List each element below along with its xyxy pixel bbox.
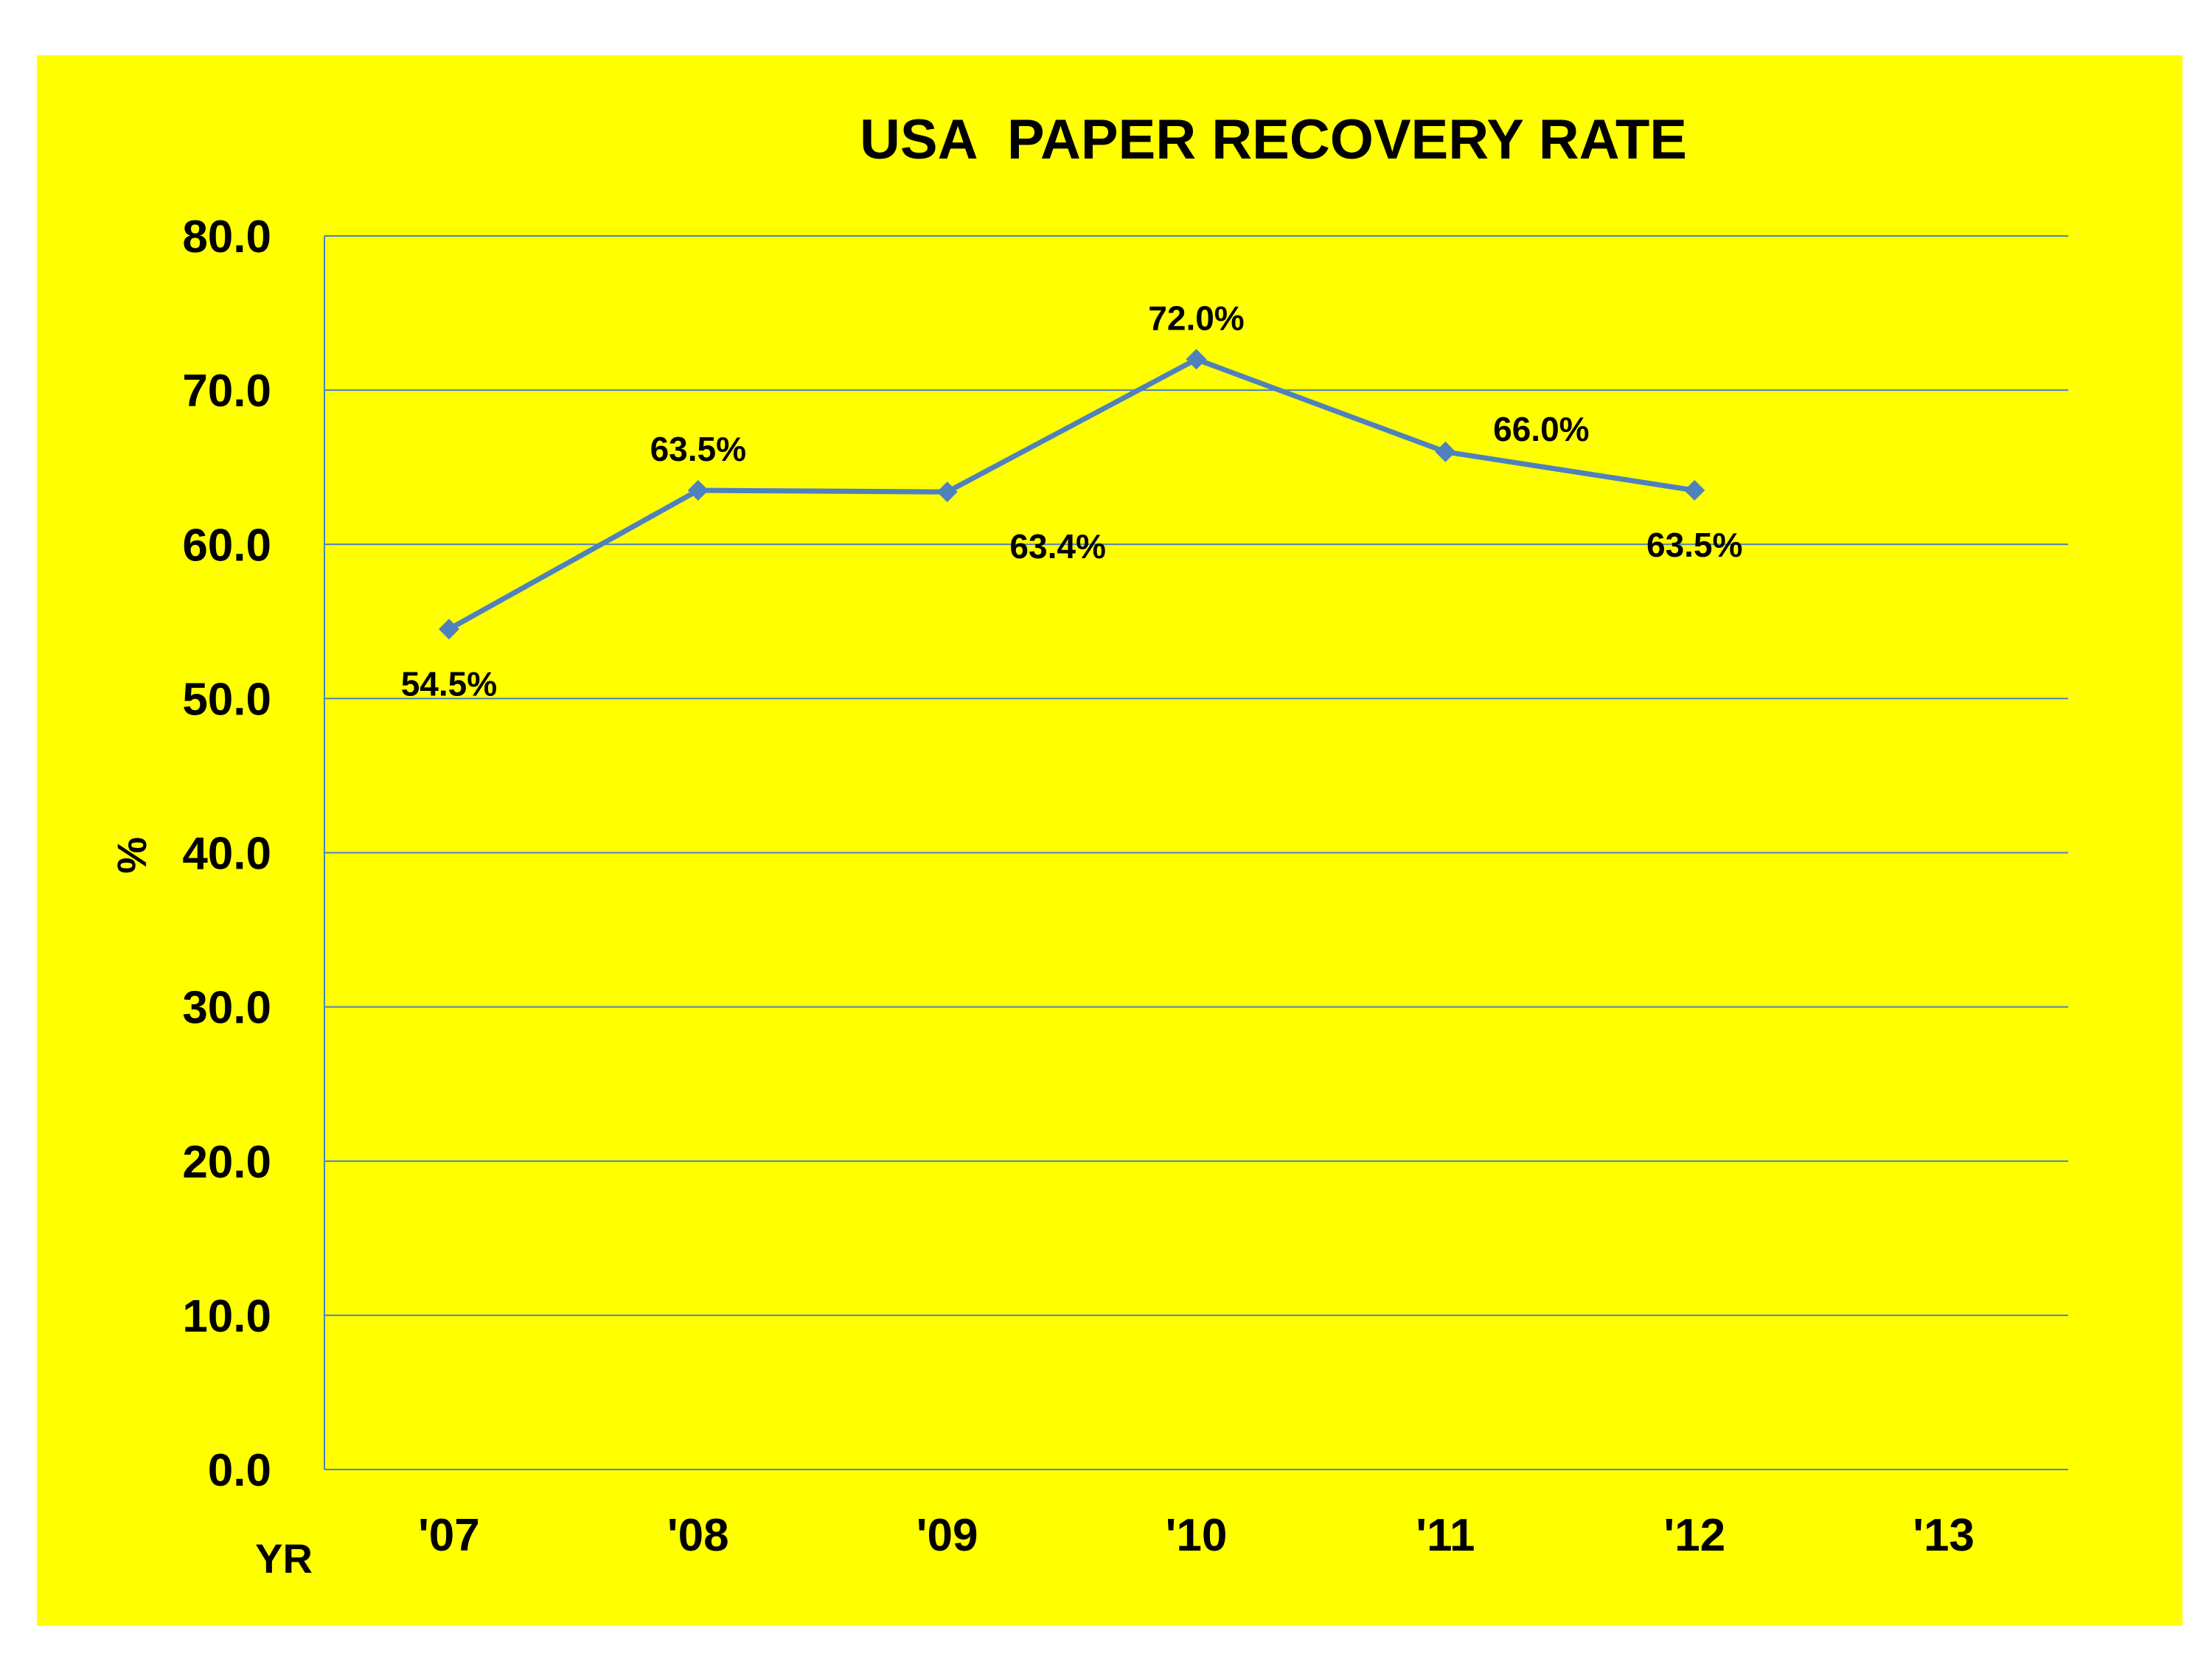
- y-tick-label: 80.0: [182, 212, 271, 262]
- chart-title: USA PAPER RECOVERY RATE: [860, 108, 1687, 171]
- x-tick-label: '08: [667, 1510, 729, 1561]
- series-layer: [438, 349, 1705, 640]
- data-labels: 54.5% 63.5% 63.4% 72.0% 66.0% 63.5%: [401, 299, 1743, 703]
- y-tick-label: 0.0: [208, 1445, 271, 1496]
- chart-panel: [37, 55, 2183, 1626]
- data-point-marker: [1684, 480, 1705, 501]
- data-label: 63.5%: [650, 430, 746, 468]
- data-label: 66.0%: [1493, 410, 1589, 448]
- data-point-marker: [1186, 349, 1207, 370]
- x-tick-label: '12: [1663, 1510, 1725, 1561]
- data-point-marker: [936, 481, 958, 503]
- x-tick-label: '13: [1913, 1510, 1975, 1561]
- x-tick-label: '09: [917, 1510, 978, 1561]
- x-tick-label: '11: [1416, 1510, 1475, 1561]
- y-tick-labels: 0.0 10.0 20.0 30.0 40.0 50.0 60.0 70.0 80.0: [182, 212, 271, 1496]
- y-tick-label: 10.0: [182, 1291, 271, 1342]
- x-tick-label: '10: [1166, 1510, 1228, 1561]
- data-point-marker: [687, 480, 709, 501]
- y-tick-label: 30.0: [182, 983, 271, 1034]
- axes: [324, 236, 2068, 1470]
- x-axis-label: YR: [255, 1535, 313, 1582]
- y-tick-label: 70.0: [182, 366, 271, 417]
- y-tick-label: 50.0: [182, 674, 271, 725]
- data-label: 63.4%: [1009, 527, 1105, 566]
- y-tick-label: 20.0: [182, 1137, 271, 1188]
- series-line: [448, 356, 1695, 632]
- y-axis-label: %: [108, 837, 155, 874]
- data-label: 63.5%: [1646, 526, 1742, 564]
- data-point-marker: [1435, 441, 1456, 462]
- gridlines: [324, 235, 2068, 1316]
- y-tick-label: 40.0: [182, 829, 271, 880]
- data-label: 72.0%: [1148, 299, 1244, 337]
- y-tick-label: 60.0: [182, 520, 271, 571]
- data-label: 54.5%: [401, 664, 497, 703]
- x-tick-labels: '07 '08 '09 '10 '11 '12 '13: [418, 1510, 1975, 1561]
- x-tick-label: '07: [418, 1510, 480, 1561]
- data-point-marker: [438, 619, 459, 640]
